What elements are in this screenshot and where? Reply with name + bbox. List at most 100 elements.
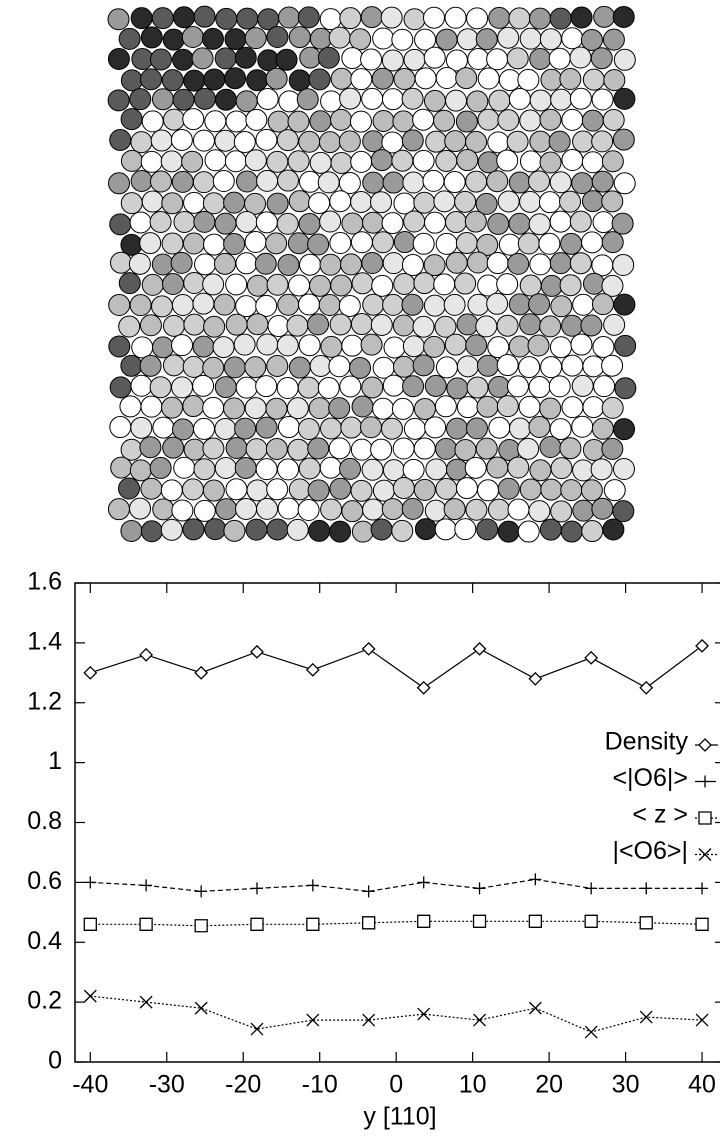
marker	[194, 1001, 208, 1015]
particle	[139, 354, 162, 377]
particle	[265, 67, 288, 90]
particle	[235, 90, 258, 113]
particle	[476, 233, 499, 256]
marker	[528, 914, 543, 928]
particle	[612, 5, 635, 28]
marker	[83, 665, 98, 680]
particle	[130, 131, 153, 154]
particle	[486, 170, 509, 193]
particle	[214, 47, 237, 70]
particle	[435, 28, 458, 51]
particle	[519, 313, 542, 336]
x-tick-label: 40	[688, 1071, 716, 1099]
particle	[265, 232, 288, 255]
particle	[287, 110, 310, 133]
particle	[487, 375, 510, 398]
particle	[350, 479, 373, 502]
particle	[339, 375, 362, 398]
particle	[455, 67, 478, 90]
particle	[234, 417, 257, 440]
particle	[233, 131, 256, 154]
particle	[561, 396, 584, 419]
particle	[592, 211, 615, 234]
particle	[170, 251, 193, 274]
particle	[339, 87, 362, 110]
particle	[129, 88, 152, 111]
particle	[329, 313, 352, 336]
particle	[214, 88, 237, 111]
particle	[182, 395, 205, 418]
particle	[382, 171, 405, 194]
marker	[306, 917, 320, 931]
particle	[477, 479, 500, 502]
particle	[246, 479, 269, 502]
marker	[639, 916, 653, 930]
marker	[639, 680, 654, 695]
particle	[182, 355, 205, 378]
particle	[508, 335, 531, 358]
particle	[466, 251, 489, 274]
particle	[286, 314, 309, 337]
particle	[540, 68, 563, 91]
particle	[110, 456, 133, 479]
particle	[130, 169, 153, 192]
particle	[246, 274, 269, 297]
particle	[529, 253, 552, 276]
particle	[446, 417, 469, 440]
particle	[601, 437, 624, 460]
particle	[582, 396, 605, 419]
particle	[360, 416, 383, 439]
particle	[172, 48, 195, 71]
particle	[560, 479, 583, 502]
particle	[529, 7, 552, 30]
particle	[350, 438, 373, 461]
particle	[527, 334, 550, 357]
particle	[464, 456, 487, 479]
particle	[181, 26, 204, 49]
particle	[614, 334, 637, 357]
particle	[444, 211, 467, 234]
particle	[582, 272, 605, 295]
plot-frame	[74, 582, 720, 1063]
particle	[401, 293, 424, 316]
x-tick-label: -20	[225, 1071, 261, 1099]
particle	[193, 87, 216, 110]
particle	[129, 459, 152, 482]
particle	[149, 376, 172, 399]
particle	[214, 212, 237, 235]
particle	[476, 354, 499, 377]
particle	[288, 274, 311, 297]
particle	[130, 7, 153, 30]
particle	[308, 519, 331, 542]
particle	[519, 150, 542, 173]
particle	[202, 27, 225, 50]
particle	[391, 28, 414, 51]
particle	[422, 6, 445, 29]
y-tick-label: 0.6	[27, 867, 62, 895]
particle	[475, 192, 498, 215]
particle	[141, 110, 164, 133]
particle	[140, 520, 163, 543]
particle	[380, 417, 403, 440]
particle	[518, 395, 541, 418]
particle	[298, 212, 321, 235]
particle	[173, 456, 196, 479]
particle	[435, 67, 458, 90]
particle	[362, 498, 385, 521]
particle	[360, 48, 383, 71]
particle	[151, 7, 174, 30]
particle	[591, 293, 614, 316]
particle	[423, 211, 446, 234]
particle	[497, 26, 520, 49]
particle	[161, 192, 184, 215]
particle	[351, 395, 374, 418]
particle	[150, 295, 173, 318]
particle	[572, 499, 595, 522]
particle	[130, 374, 153, 397]
particle	[372, 397, 395, 420]
particle	[508, 7, 531, 30]
particle	[497, 520, 520, 543]
particle	[456, 313, 479, 336]
particle	[572, 459, 595, 482]
